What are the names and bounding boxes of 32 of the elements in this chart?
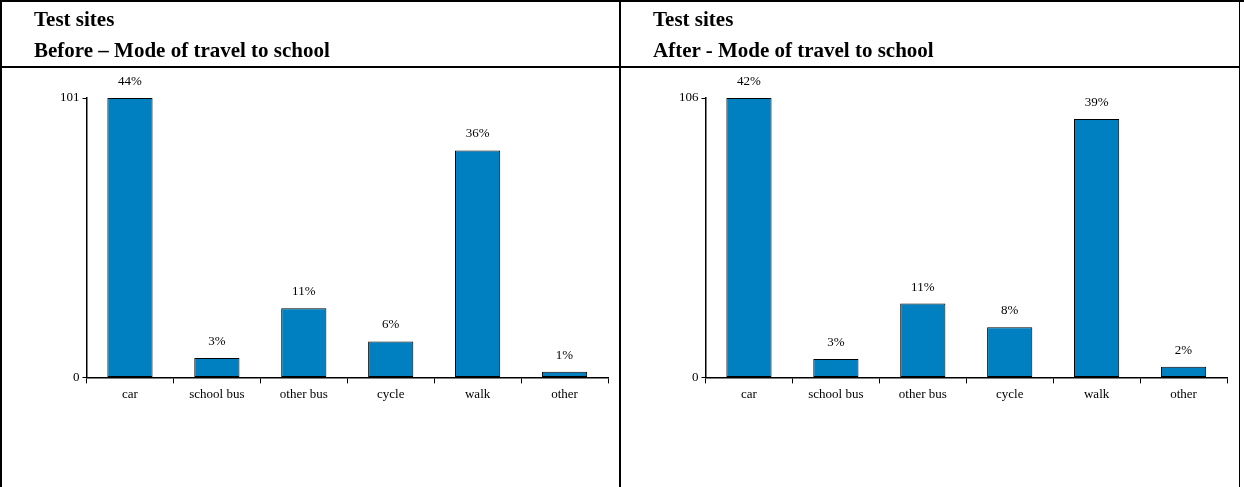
- annotation: 6%: [382, 316, 400, 332]
- annotation: 3%: [827, 333, 845, 349]
- chart-title: Test sites: [653, 6, 735, 33]
- x-tick-label: school bus: [808, 385, 864, 401]
- chart-title: Test sites: [34, 6, 116, 33]
- y-tick-label: 106: [679, 89, 699, 105]
- annotation: 3%: [208, 332, 226, 348]
- annotation: 8%: [1001, 302, 1019, 318]
- annotation: 1%: [555, 346, 574, 362]
- x-tick-label: walk: [464, 385, 491, 401]
- x-tick-label: school bus: [189, 385, 245, 401]
- annotation: 11%: [292, 283, 316, 299]
- annotation: 44%: [118, 72, 143, 88]
- x-tick-label: car: [741, 385, 758, 401]
- y-tick-label: 101: [60, 89, 80, 105]
- x-tick-label: other bus: [279, 385, 328, 401]
- y-tick-label: 0: [73, 368, 80, 384]
- annotation: 42%: [737, 72, 762, 88]
- annotation: 39%: [1084, 94, 1109, 110]
- chart-subtitle: Before – Mode of travel to school: [34, 37, 331, 64]
- annotation: 36%: [465, 125, 490, 141]
- x-tick-label: cycle: [996, 385, 1024, 401]
- x-tick-label: other bus: [898, 385, 947, 401]
- annotation: 2%: [1174, 341, 1193, 357]
- x-tick-label: car: [122, 385, 139, 401]
- x-tick-label: other: [551, 385, 579, 401]
- chart-subtitle: After - Mode of travel to school: [653, 37, 935, 64]
- x-tick-label: other: [1170, 385, 1198, 401]
- x-tick-label: cycle: [377, 385, 405, 401]
- annotation: 11%: [911, 278, 935, 294]
- x-tick-label: walk: [1083, 385, 1110, 401]
- y-tick-label: 0: [692, 368, 699, 384]
